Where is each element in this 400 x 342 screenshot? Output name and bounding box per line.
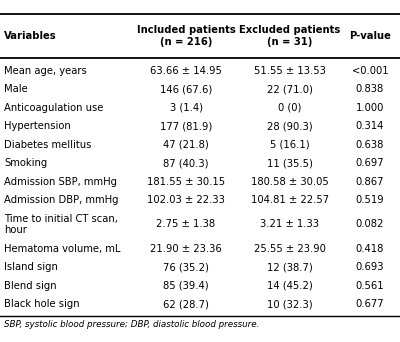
Text: 146 (67.6): 146 (67.6) [160,84,212,94]
Text: 14 (45.2): 14 (45.2) [267,280,313,291]
Text: 0.314: 0.314 [356,121,384,131]
Text: 0.638: 0.638 [356,140,384,150]
Text: 28 (90.3): 28 (90.3) [267,121,313,131]
Text: 51.55 ± 13.53: 51.55 ± 13.53 [254,66,326,76]
Text: 85 (39.4): 85 (39.4) [163,280,209,291]
Text: 0.519: 0.519 [356,195,384,205]
Text: 0.867: 0.867 [356,176,384,187]
Text: Black hole sign: Black hole sign [4,299,80,309]
Text: Diabetes mellitus: Diabetes mellitus [4,140,91,150]
Text: 5 (16.1): 5 (16.1) [270,140,310,150]
Text: SBP, systolic blood pressure; DBP, diastolic blood pressure.: SBP, systolic blood pressure; DBP, diast… [4,320,259,329]
Text: 25.55 ± 23.90: 25.55 ± 23.90 [254,244,326,254]
Text: 0.082: 0.082 [356,219,384,229]
Text: 11 (35.5): 11 (35.5) [267,158,313,168]
Text: Time to initial CT scan,
hour: Time to initial CT scan, hour [4,213,118,235]
Text: 3 (1.4): 3 (1.4) [170,103,202,113]
Text: 0.418: 0.418 [356,244,384,254]
Text: 180.58 ± 30.05: 180.58 ± 30.05 [251,176,329,187]
Text: Mean age, years: Mean age, years [4,66,87,76]
Text: Island sign: Island sign [4,262,58,272]
Text: Admission DBP, mmHg: Admission DBP, mmHg [4,195,118,205]
Text: 0.697: 0.697 [356,158,384,168]
Text: Smoking: Smoking [4,158,47,168]
Text: 0.561: 0.561 [356,280,384,291]
Text: 47 (21.8): 47 (21.8) [163,140,209,150]
Text: Hematoma volume, mL: Hematoma volume, mL [4,244,120,254]
Text: Included patients
(n = 216): Included patients (n = 216) [137,25,235,47]
Text: 62 (28.7): 62 (28.7) [163,299,209,309]
Text: 0.677: 0.677 [356,299,384,309]
Text: 0 (0): 0 (0) [278,103,302,113]
Text: 87 (40.3): 87 (40.3) [163,158,209,168]
Text: <0.001: <0.001 [352,66,388,76]
Text: 10 (32.3): 10 (32.3) [267,299,313,309]
Text: 0.693: 0.693 [356,262,384,272]
Text: Admission SBP, mmHg: Admission SBP, mmHg [4,176,117,187]
Text: Hypertension: Hypertension [4,121,71,131]
Text: 104.81 ± 22.57: 104.81 ± 22.57 [251,195,329,205]
Text: Blend sign: Blend sign [4,280,57,291]
Text: 12 (38.7): 12 (38.7) [267,262,313,272]
Text: 2.75 ± 1.38: 2.75 ± 1.38 [156,219,216,229]
Text: 1.000: 1.000 [356,103,384,113]
Text: 0.838: 0.838 [356,84,384,94]
Text: 76 (35.2): 76 (35.2) [163,262,209,272]
Text: Anticoagulation use: Anticoagulation use [4,103,103,113]
Text: 22 (71.0): 22 (71.0) [267,84,313,94]
Text: 181.55 ± 30.15: 181.55 ± 30.15 [147,176,225,187]
Text: Excluded patients
(n = 31): Excluded patients (n = 31) [239,25,341,47]
Text: 63.66 ± 14.95: 63.66 ± 14.95 [150,66,222,76]
Text: 102.03 ± 22.33: 102.03 ± 22.33 [147,195,225,205]
Text: 3.21 ± 1.33: 3.21 ± 1.33 [260,219,320,229]
Text: Male: Male [4,84,28,94]
Text: 177 (81.9): 177 (81.9) [160,121,212,131]
Text: P-value: P-value [349,31,391,41]
Text: 21.90 ± 23.36: 21.90 ± 23.36 [150,244,222,254]
Text: Variables: Variables [4,31,57,41]
